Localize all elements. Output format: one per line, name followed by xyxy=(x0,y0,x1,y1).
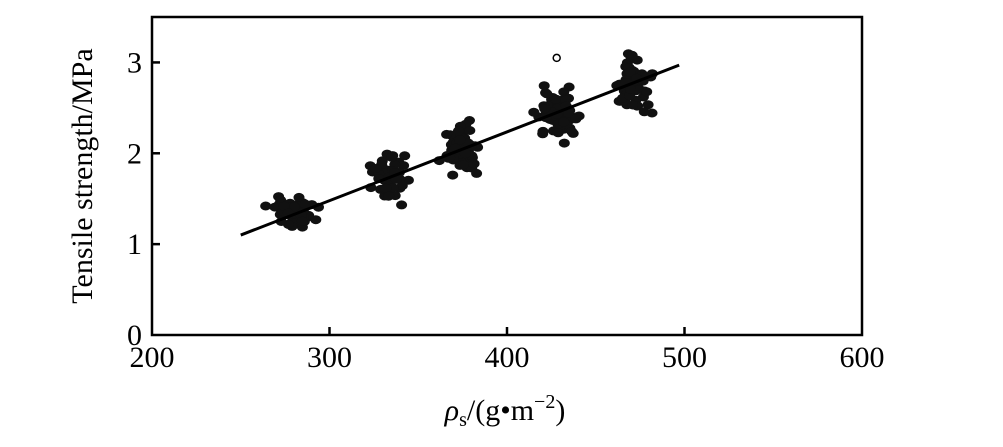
data-point xyxy=(278,201,290,211)
y-axis-label: Tensile strength/MPa xyxy=(66,48,99,303)
x-tick-label: 500 xyxy=(662,341,707,374)
data-point xyxy=(627,100,639,110)
x-axis-label: ρs/(g•m−2) xyxy=(444,391,566,431)
data-point xyxy=(538,81,550,91)
data-point xyxy=(396,200,408,210)
data-point xyxy=(558,117,570,127)
data-point xyxy=(383,191,395,201)
data-point xyxy=(380,183,392,193)
x-axis-label-close: ) xyxy=(555,394,565,427)
x-axis-label-superscript: −2 xyxy=(534,391,555,413)
data-point xyxy=(299,199,311,209)
data-point xyxy=(464,126,476,135)
axis-ticks xyxy=(152,61,686,335)
y-tick-label: 0 xyxy=(127,319,142,352)
data-point xyxy=(398,161,410,171)
data-point xyxy=(260,201,272,211)
data-point xyxy=(386,152,398,162)
x-tick-label: 300 xyxy=(307,341,352,374)
data-point xyxy=(537,126,549,136)
data-point xyxy=(558,138,570,148)
y-tick-label: 3 xyxy=(127,46,142,79)
y-tick-label: 1 xyxy=(127,228,142,261)
data-point xyxy=(563,108,575,118)
data-point xyxy=(399,151,411,161)
data-point xyxy=(552,128,564,138)
data-point xyxy=(638,107,650,117)
data-point xyxy=(310,215,322,225)
data-point xyxy=(296,216,308,226)
data-point xyxy=(570,114,582,124)
data-point xyxy=(641,87,653,97)
data-point xyxy=(550,94,562,104)
data-point xyxy=(566,127,578,136)
data-point xyxy=(370,164,382,173)
y-tick-label: 2 xyxy=(127,137,142,170)
x-axis-label-subscript: s xyxy=(459,409,467,431)
plot-frame xyxy=(150,15,864,337)
data-point xyxy=(458,160,469,170)
x-tick-label: 400 xyxy=(485,341,530,374)
x-axis-label-units: /(g•m xyxy=(467,394,534,427)
data-point xyxy=(396,181,408,191)
data-point xyxy=(528,107,540,117)
x-axis-label-symbol: ρ xyxy=(444,394,459,427)
data-point xyxy=(626,50,638,60)
x-tick-label: 200 xyxy=(130,341,175,374)
x-tick-label: 600 xyxy=(840,341,885,374)
data-point xyxy=(624,67,636,77)
open-data-point xyxy=(552,53,561,63)
data-point xyxy=(471,168,483,178)
data-point xyxy=(454,135,466,145)
data-point xyxy=(539,104,551,114)
data-point xyxy=(459,149,471,159)
data-point xyxy=(293,192,305,202)
data-point xyxy=(288,202,300,212)
data-point xyxy=(447,170,459,180)
fit-line xyxy=(240,63,680,237)
data-point xyxy=(642,100,654,110)
data-point xyxy=(269,202,281,212)
data-point xyxy=(541,89,553,99)
tick-labels: 200 300 400 500 600 0 1 2 3 xyxy=(127,46,885,374)
data-point xyxy=(441,129,453,139)
data-point xyxy=(453,126,464,136)
